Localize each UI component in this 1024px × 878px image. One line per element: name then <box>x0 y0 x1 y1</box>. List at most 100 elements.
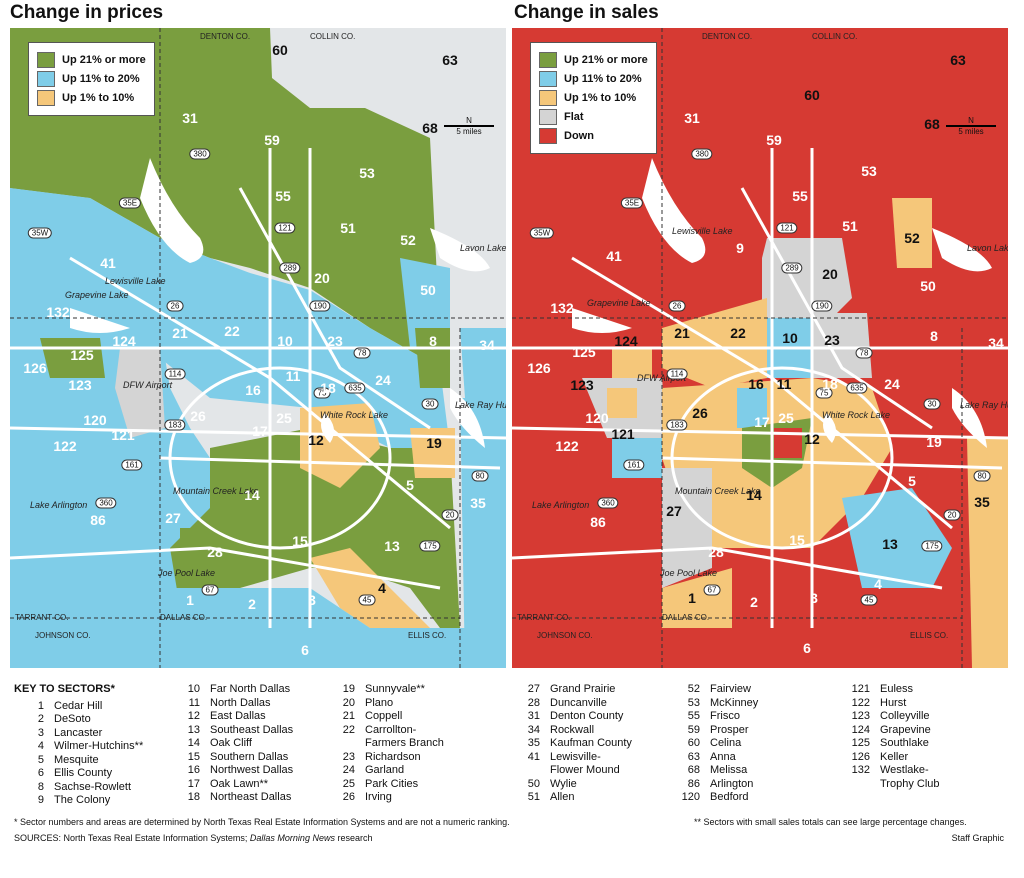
place-white-rock-lake: White Rock Lake <box>320 410 389 420</box>
sector-label-20: 20 <box>822 266 838 282</box>
sector-label-3: 3 <box>308 592 316 608</box>
scale-label: 5 miles <box>958 127 984 136</box>
sector-label-122: 122 <box>555 438 579 454</box>
sector-label-123: 123 <box>68 377 92 393</box>
north-arrow-icon: N <box>968 116 974 125</box>
key-row: 17 Oak Lawn** <box>170 778 293 792</box>
legend-swatch <box>539 52 557 68</box>
key-col-3: 19 Sunnyvale** 20 Plano 21 Coppell 22 Carrollto… <box>325 683 444 805</box>
key-number: 22 <box>342 723 355 736</box>
place-lewisville-lake: Lewisville Lake <box>105 276 166 286</box>
sector-label-20: 20 <box>314 270 330 286</box>
key-row: 6 Ellis County <box>14 767 143 781</box>
sector-label-123: 123 <box>570 377 594 393</box>
sector-label-2: 2 <box>750 594 758 610</box>
legend-item-up1: Up 1% to 10% <box>539 90 648 106</box>
key-number: 16 <box>187 764 200 776</box>
place-joe-pool-lake: Joe Pool Lake <box>158 568 216 578</box>
key-name: Melissa <box>710 764 748 776</box>
key-number: 124 <box>851 723 870 736</box>
key-name: Duncanville <box>550 696 607 709</box>
key-row: Flower Mound <box>510 764 632 778</box>
key-name: Rockwall <box>550 723 595 736</box>
sector-label-5: 5 <box>406 477 414 493</box>
key-col-2: 10 Far North Dallas 11 North Dallas 12 East D… <box>170 683 293 805</box>
key-name: Lewisville- <box>550 750 601 763</box>
place-lake-arlington: Lake Arlington <box>532 500 590 510</box>
county-label-tarrant: TARRANT CO. <box>15 613 69 622</box>
key-row: 10 Far North Dallas <box>170 683 293 697</box>
legend-item-up21: Up 21% or more <box>37 52 146 68</box>
footnote-small-sales: ** Sectors with small sales totals can s… <box>694 817 967 827</box>
key-number: 59 <box>687 723 700 736</box>
key-number: 23 <box>342 750 355 763</box>
sector-label-5: 5 <box>908 473 916 489</box>
sector-label-24: 24 <box>884 376 900 392</box>
key-number: 51 <box>527 791 540 803</box>
sector-label-3: 3 <box>810 590 818 606</box>
legend-item-up1: Up 1% to 10% <box>37 90 146 106</box>
highway-shield: 380 <box>691 148 713 160</box>
sector-label-1: 1 <box>186 592 194 608</box>
key-row: 2 DeSoto <box>14 713 143 727</box>
legend-swatch <box>539 90 557 106</box>
legend-label: Flat <box>564 111 584 123</box>
sector-label-51: 51 <box>842 218 858 234</box>
sector-label-121: 121 <box>111 427 135 443</box>
key-name: The Colony <box>54 794 111 806</box>
sector-label-14: 14 <box>244 487 260 503</box>
key-name: Grapevine <box>880 723 931 736</box>
key-name: Arlington <box>710 777 754 790</box>
north-arrow-icon: N <box>466 116 472 125</box>
key-row: 51 Allen <box>510 791 632 805</box>
sources-italic: Dallas Morning News <box>249 833 335 843</box>
scale-label: 5 miles <box>456 127 482 136</box>
prices-legend: Up 21% or more Up 11% to 20% Up 1% to 10… <box>28 42 155 116</box>
sector-label-41: 41 <box>606 248 622 264</box>
key-row: 18 Northeast Dallas <box>170 791 293 805</box>
sector-label-126: 126 <box>23 360 47 376</box>
sector-label-121: 121 <box>611 426 635 442</box>
legend-label: Up 11% to 20% <box>62 73 140 85</box>
key-row: 50 Wylie <box>510 778 632 792</box>
key-name: Richardson <box>365 750 421 763</box>
key-name: Coppell <box>365 710 403 722</box>
key-row: 1 Cedar Hill <box>14 700 143 714</box>
sector-label-120: 120 <box>585 410 609 426</box>
sector-label-52: 52 <box>400 232 416 248</box>
key-row: 8 Sachse-Rowlett <box>14 781 143 795</box>
key-name: Keller <box>880 750 909 763</box>
right-map-title: Change in sales <box>514 2 659 23</box>
legend-swatch <box>37 52 55 68</box>
sector-label-16: 16 <box>245 382 261 398</box>
key-row: 34 Rockwall <box>510 724 632 738</box>
key-row: 60 Celina <box>670 737 758 751</box>
highway-shield: 35E <box>620 197 644 209</box>
county-label-ellis: ELLIS CO. <box>408 631 447 640</box>
county-label-collin: COLLIN CO. <box>310 32 356 41</box>
key-number: 123 <box>851 710 870 722</box>
key-number: 9 <box>37 794 44 806</box>
key-number: 34 <box>527 723 540 736</box>
county-label-dallas: DALLAS CO. <box>160 613 208 622</box>
key-number: 132 <box>851 764 870 776</box>
key-name: McKinney <box>710 696 759 709</box>
key-number: 20 <box>342 696 355 709</box>
sector-label-53: 53 <box>359 165 375 181</box>
key-number: 5 <box>37 753 44 766</box>
key-name: Southern Dallas <box>210 750 289 763</box>
key-row: 9 The Colony <box>14 794 143 808</box>
place-dfw-airport: DFW Airport <box>123 380 173 390</box>
key-number: 15 <box>187 750 200 763</box>
sales-map: Up 21% or more Up 11% to 20% Up 1% to 10… <box>512 28 1008 668</box>
highway-shield: 289 <box>781 262 803 274</box>
key-name: Westlake- <box>880 764 929 776</box>
highway-shield: 114 <box>164 368 186 380</box>
key-name: Southlake <box>880 737 929 749</box>
sources: SOURCES: North Texas Real Estate Informa… <box>14 833 372 843</box>
key-name: Oak Cliff <box>210 737 252 749</box>
sector-label-8: 8 <box>429 333 437 349</box>
prices-map: Up 21% or more Up 11% to 20% Up 1% to 10… <box>10 28 506 668</box>
sector-label-23: 23 <box>824 332 840 348</box>
key-row: 68 Melissa <box>670 764 758 778</box>
